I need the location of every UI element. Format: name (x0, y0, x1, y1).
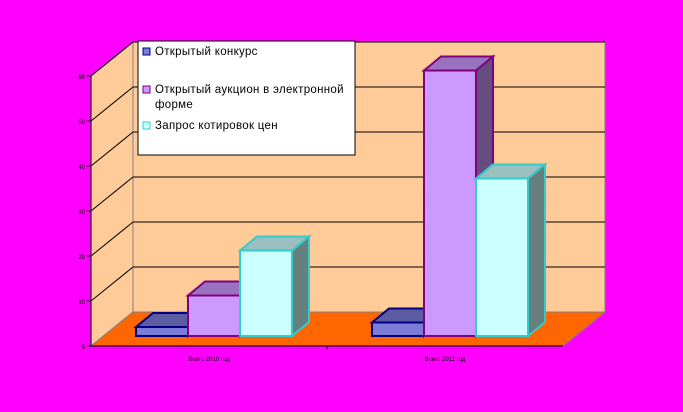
bar (239, 249, 293, 337)
side-gridline (90, 86, 134, 122)
axes: 0 10 20 30 40 50 60 Всего 2010 год Всего 2011 го… (78, 75, 563, 363)
x-tick-label: Всего 2010 год (188, 357, 230, 363)
legend-label: Открытый аукцион в электронной форме (155, 84, 344, 111)
legend[interactable]: Открытый конкурс Открытый аукцион в элект… (137, 40, 356, 156)
side-gridline (90, 266, 134, 302)
bar-side (527, 162, 546, 339)
side-gridline (90, 221, 134, 257)
y-tick-label: 10 (78, 300, 85, 306)
side-gridline (90, 176, 134, 212)
y-tick-label: 0 (82, 345, 86, 351)
legend-label: Запрос котировок цен (155, 120, 278, 132)
legend-box (137, 40, 356, 156)
y-tick-label: 30 (78, 210, 85, 216)
bar-side (291, 234, 310, 339)
legend-label: Открытый конкурс (155, 46, 258, 58)
bar (423, 69, 477, 337)
bar (187, 294, 241, 337)
bar (371, 321, 425, 337)
legend-swatch (142, 121, 151, 130)
bars (133, 54, 548, 339)
x-tick-label: Всего 2011 год (425, 357, 466, 363)
bar (135, 326, 189, 337)
legend-swatch (142, 85, 151, 94)
y-tick-label: 40 (78, 165, 85, 171)
side-gridline (90, 131, 134, 167)
y-tick-label: 60 (78, 75, 85, 81)
y-tick-label: 50 (78, 120, 85, 126)
y-tick-label: 20 (78, 255, 85, 261)
legend-swatch (142, 47, 151, 56)
bar (475, 177, 529, 337)
side-gridline (90, 41, 134, 77)
